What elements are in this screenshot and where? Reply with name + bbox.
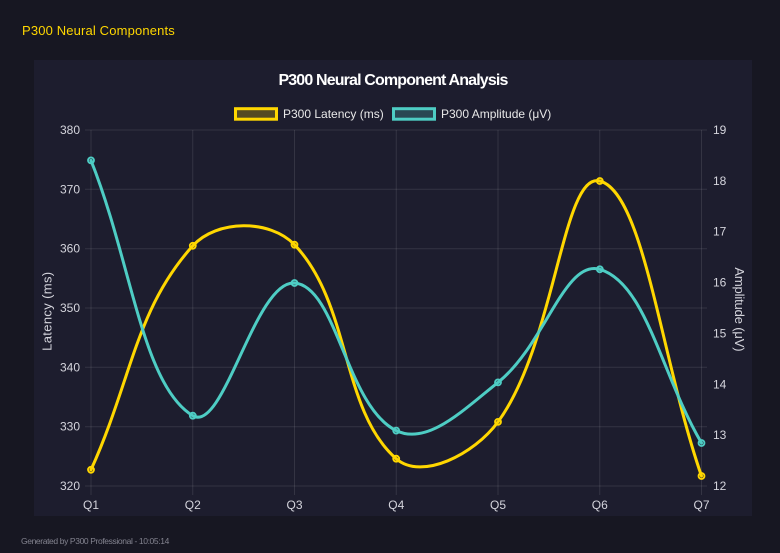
svg-text:360: 360 (60, 242, 80, 256)
svg-text:Q4: Q4 (388, 498, 404, 512)
svg-text:Q2: Q2 (185, 498, 201, 512)
svg-text:Q1: Q1 (83, 498, 99, 512)
svg-text:19: 19 (713, 123, 727, 137)
svg-text:P300 Neural Component Analysis: P300 Neural Component Analysis (278, 72, 508, 89)
svg-text:370: 370 (60, 182, 80, 196)
svg-text:380: 380 (60, 123, 80, 137)
svg-text:Q3: Q3 (286, 498, 302, 512)
svg-text:14: 14 (713, 377, 727, 391)
svg-text:15: 15 (713, 326, 727, 340)
svg-text:12: 12 (713, 479, 727, 493)
svg-text:Q5: Q5 (490, 498, 506, 512)
svg-text:320: 320 (60, 479, 80, 493)
svg-text:330: 330 (60, 420, 80, 434)
svg-text:P300 Latency (ms): P300 Latency (ms) (283, 107, 384, 121)
svg-text:Latency (ms): Latency (ms) (40, 272, 55, 351)
svg-text:Q6: Q6 (592, 498, 608, 512)
svg-text:17: 17 (713, 225, 727, 239)
svg-text:13: 13 (713, 428, 727, 442)
svg-text:340: 340 (60, 360, 80, 374)
svg-text:P300 Amplitude (μV): P300 Amplitude (μV) (441, 107, 551, 121)
svg-text:Amplitude (μV): Amplitude (μV) (732, 267, 747, 351)
svg-text:Q7: Q7 (693, 498, 709, 512)
svg-text:18: 18 (713, 174, 727, 188)
svg-text:16: 16 (713, 276, 727, 290)
svg-text:350: 350 (60, 301, 80, 315)
